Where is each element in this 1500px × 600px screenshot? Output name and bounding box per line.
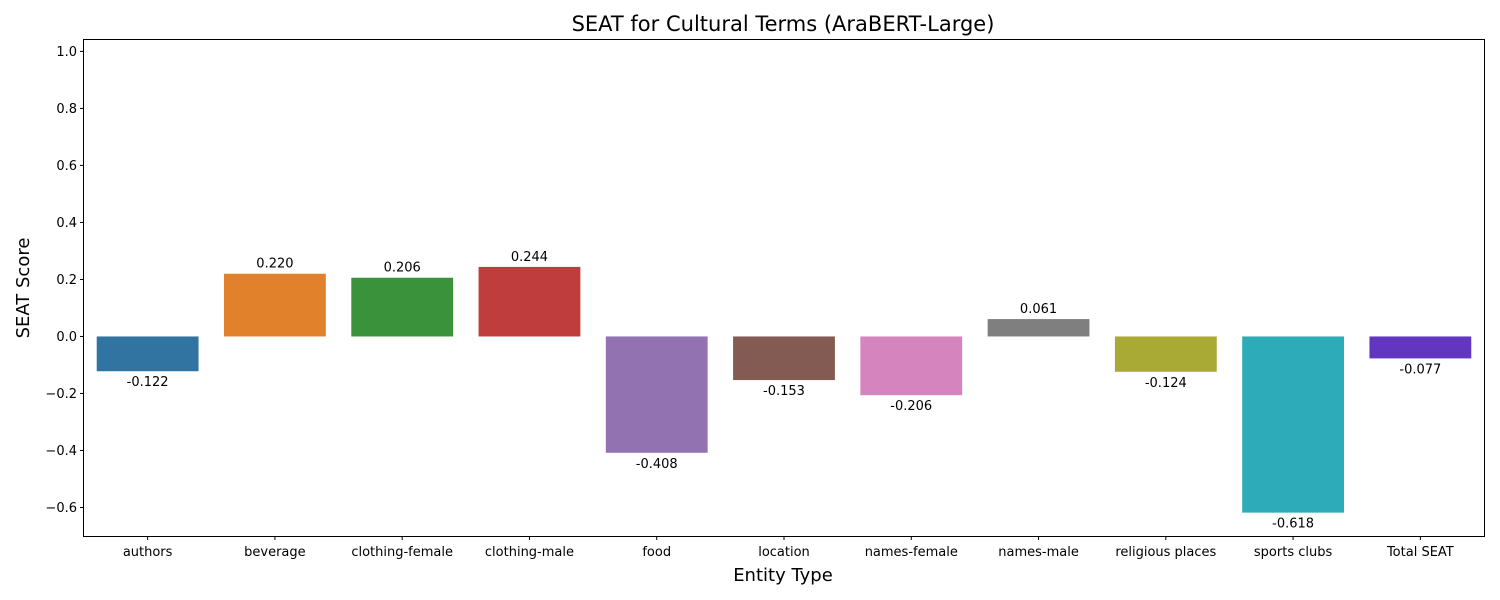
- bar-religious-places: [1114, 336, 1217, 372]
- data-labels-group: -0.122 0.220 0.206 0.244 -0.408 -0.153 -0.206 0…: [127, 250, 1442, 532]
- x-tick-label: names-female: [865, 545, 958, 560]
- chart-title: SEAT for Cultural Terms (AraBERT-Large): [572, 12, 995, 36]
- bar-beverage: [224, 273, 326, 337]
- x-tick-label: Total SEAT: [1386, 545, 1454, 560]
- bar-sports-clubs: [1242, 336, 1344, 513]
- bar-names-male: [987, 319, 1090, 337]
- bar-total-seat: [1369, 336, 1472, 359]
- data-label: -0.153: [763, 384, 805, 399]
- data-label: 0.244: [511, 250, 548, 265]
- y-tick-label: −0.6: [45, 501, 77, 516]
- bar-location: [733, 336, 835, 381]
- data-label: 0.061: [1020, 302, 1057, 317]
- y-tick-label: −0.2: [45, 387, 77, 402]
- data-label: -0.124: [1145, 376, 1187, 391]
- bar-names-female: [860, 336, 963, 396]
- data-label: -0.122: [127, 375, 169, 390]
- y-tick-label: −0.4: [45, 444, 77, 459]
- data-label: 0.220: [256, 257, 293, 272]
- y-tick-label: 1.0: [56, 45, 77, 60]
- bar-clothing-male: [478, 266, 581, 337]
- bar-authors: [96, 336, 199, 372]
- data-label: 0.206: [384, 261, 421, 276]
- y-tick-label: 0.0: [56, 330, 77, 345]
- y-axis-title: SEAT Score: [13, 238, 34, 339]
- data-label: -0.408: [636, 457, 678, 472]
- y-axis: 1.0 0.8 0.6 0.4 0.2 0.0 −0.2 −0.4 −0.6: [45, 45, 84, 516]
- x-tick-label: names-male: [998, 545, 1079, 560]
- x-axis: authors beverage clothing-female clothing-m…: [123, 536, 1454, 560]
- bars-group: [96, 266, 1472, 513]
- y-tick-label: 0.8: [56, 102, 77, 117]
- y-tick-label: 0.2: [56, 273, 77, 288]
- plot-frame: [83, 39, 1485, 537]
- x-tick-label: clothing-female: [351, 545, 453, 560]
- x-tick-label: authors: [123, 545, 173, 560]
- y-tick-label: 0.4: [56, 216, 77, 231]
- data-label: -0.618: [1272, 517, 1314, 532]
- y-tick-label: 0.6: [56, 159, 77, 174]
- x-tick-label: food: [642, 545, 671, 560]
- x-tick-label: location: [758, 545, 810, 560]
- x-tick-label: sports clubs: [1254, 545, 1333, 560]
- data-label: -0.077: [1399, 362, 1441, 377]
- x-tick-label: religious places: [1115, 545, 1216, 560]
- bar-clothing-female: [351, 277, 454, 337]
- data-label: -0.206: [890, 399, 932, 414]
- x-tick-label: clothing-male: [485, 545, 574, 560]
- x-tick-label: beverage: [244, 545, 306, 560]
- bar-food: [605, 336, 708, 453]
- x-axis-title: Entity Type: [733, 565, 833, 586]
